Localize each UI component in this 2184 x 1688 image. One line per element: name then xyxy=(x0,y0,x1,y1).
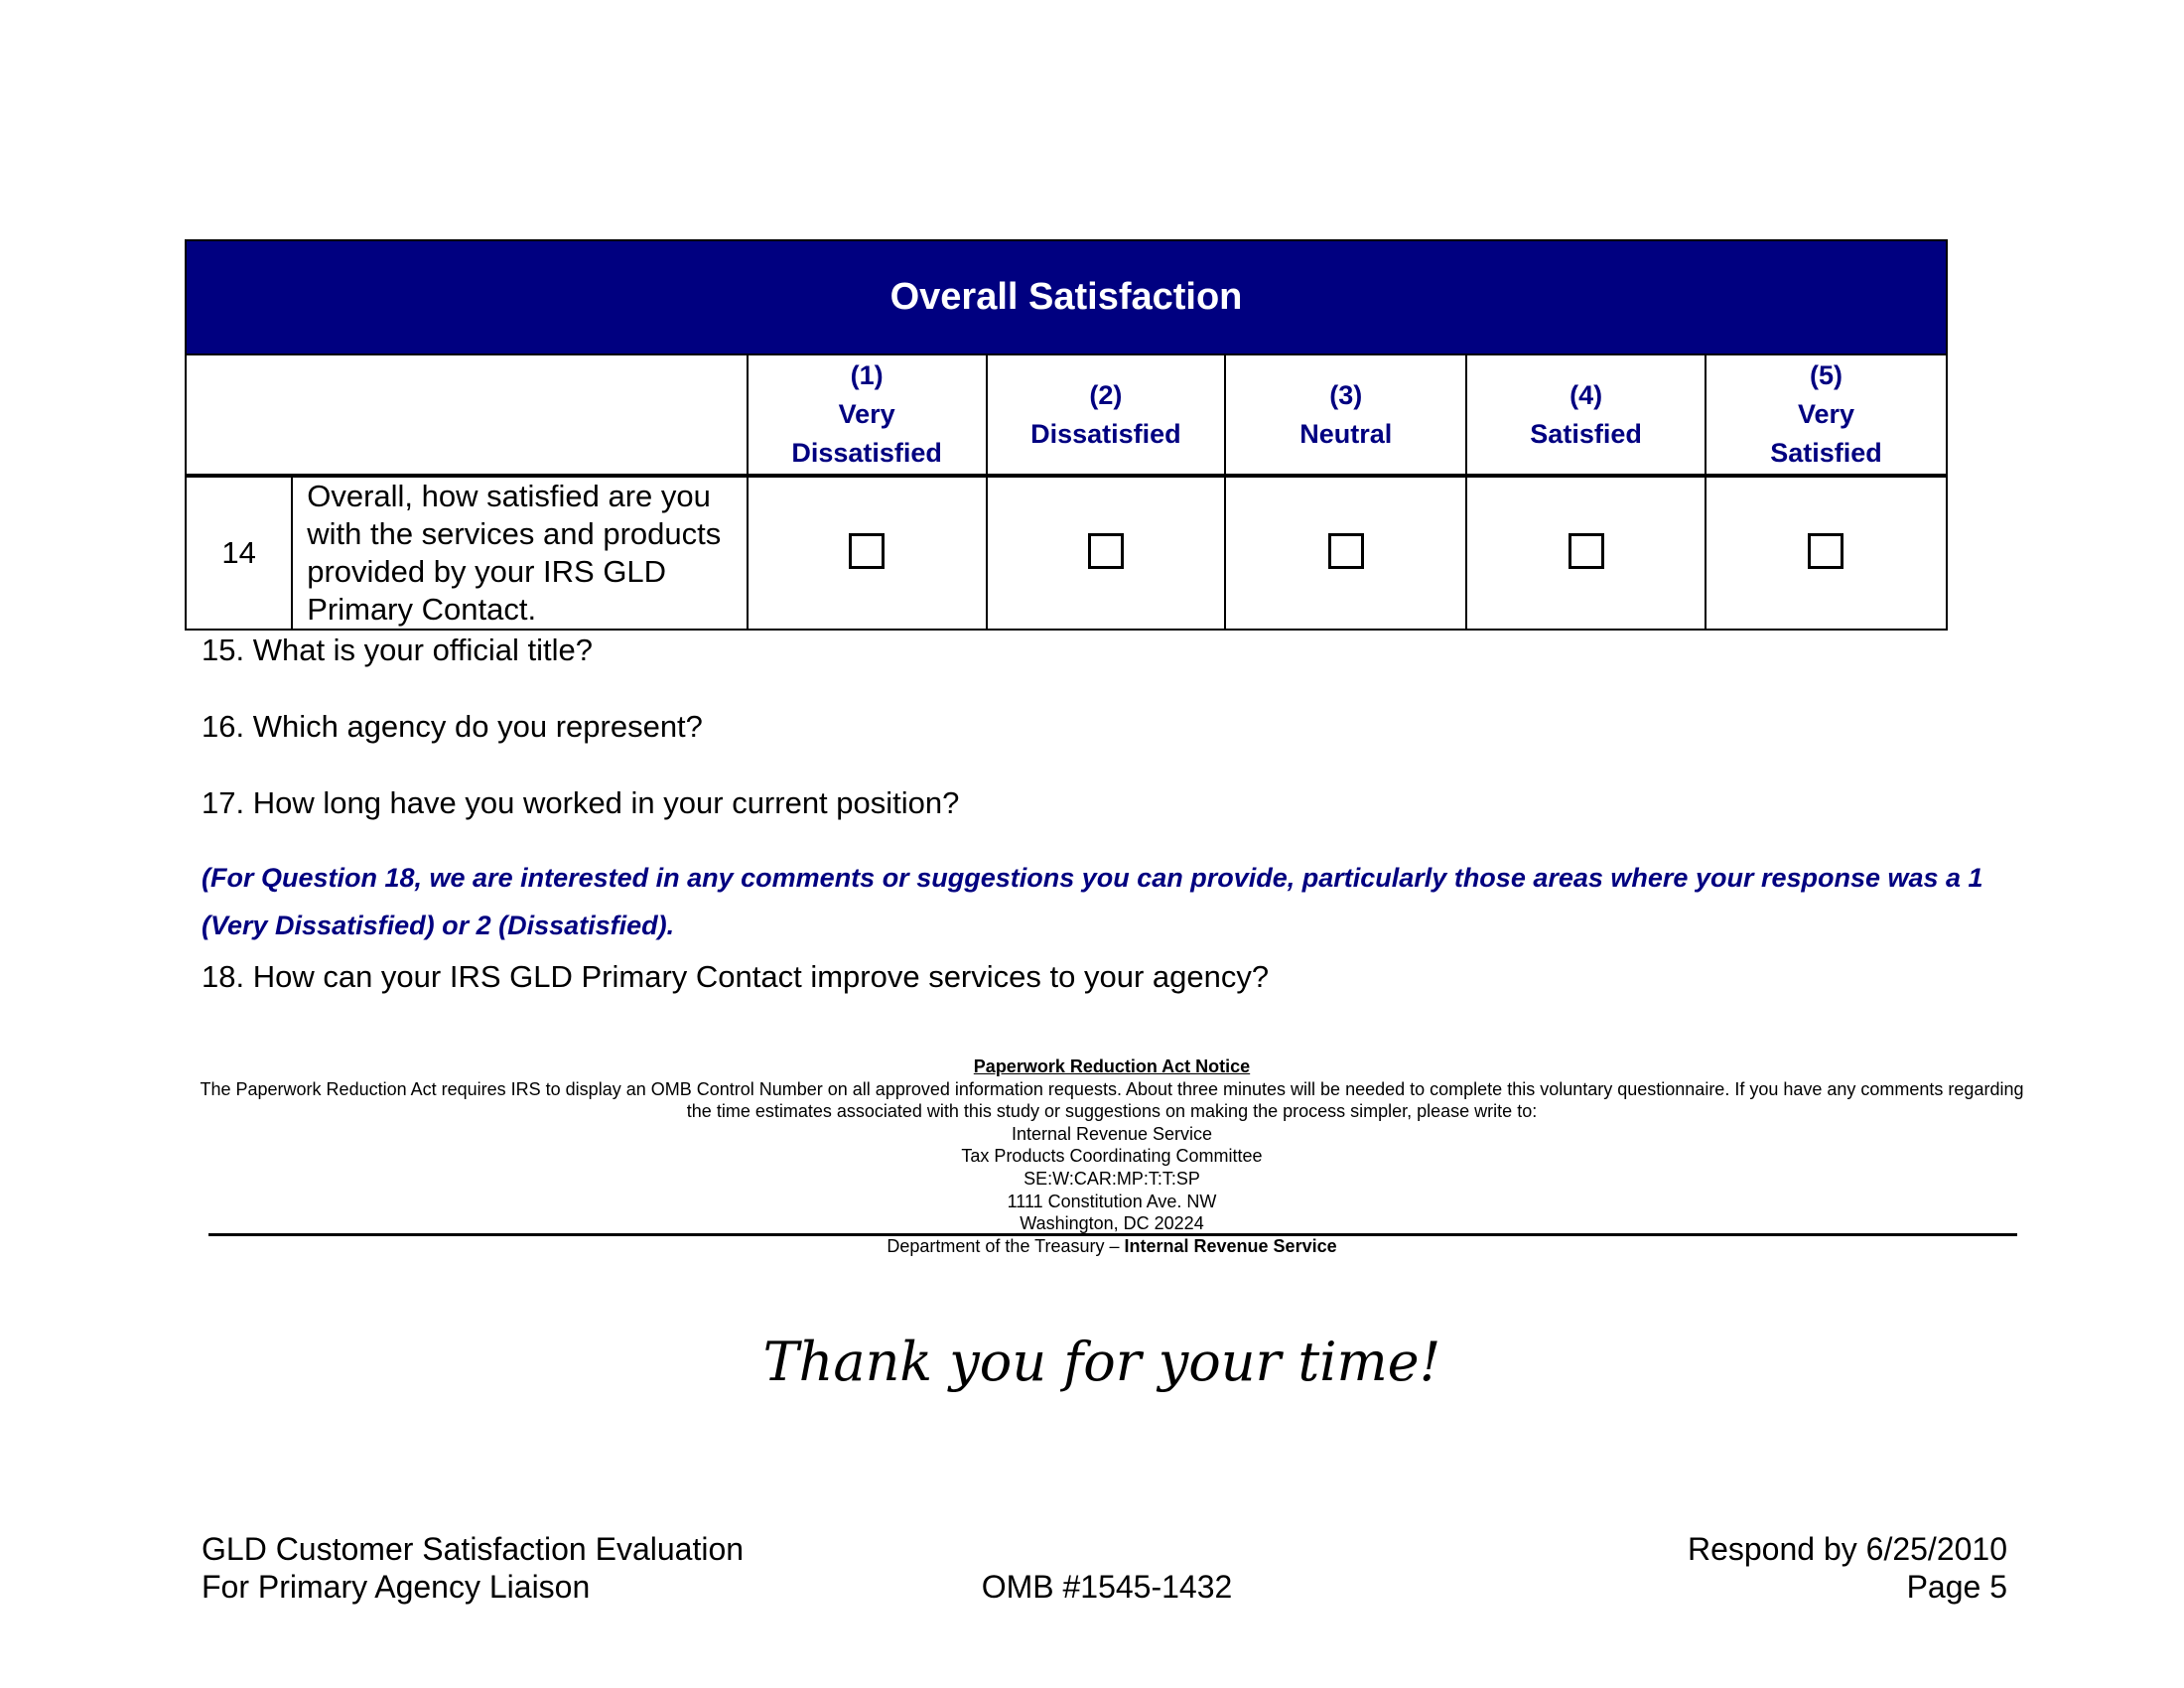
column-header-3: (3) Neutral xyxy=(1224,353,1468,477)
checkbox-neutral[interactable] xyxy=(1327,532,1364,569)
checkbox-satisfied[interactable] xyxy=(1568,532,1604,569)
table-row: 14 Overall, how satisfied are you with t… xyxy=(184,474,1949,631)
address-line: 1111 Constitution Ave. NW xyxy=(1007,1191,1217,1211)
checkbox-very-dissatisfied[interactable] xyxy=(849,532,886,569)
notice-title: Paperwork Reduction Act Notice xyxy=(973,1056,1251,1076)
checkbox-dissatisfied[interactable] xyxy=(1087,532,1124,569)
question-18: 18. How can your IRS GLD Primary Contact… xyxy=(202,959,1270,994)
address-line: Internal Revenue Service xyxy=(1011,1123,1213,1144)
department-line: Department of the Treasury – Internal Re… xyxy=(887,1236,1337,1256)
footer-right: Respond by 6/25/2010 Page 5 xyxy=(1687,1531,2007,1605)
question-16: 16. Which agency do you represent? xyxy=(202,709,703,744)
paperwork-notice: Paperwork Reduction Act Notice The Paper… xyxy=(199,1055,2025,1235)
thank-you-message: Thank you for your time! xyxy=(762,1331,1441,1393)
question-17: 17. How long have you worked in your cur… xyxy=(202,785,960,820)
divider xyxy=(208,1233,2017,1236)
checkbox-very-satisfied[interactable] xyxy=(1808,532,1844,569)
column-header-1: (1) Very Dissatisfied xyxy=(746,353,988,477)
question-text: Overall, how satisfied are you with the … xyxy=(291,474,749,631)
question-number: 14 xyxy=(184,474,294,631)
column-header-2: (2) Dissatisfied xyxy=(985,353,1227,477)
question-18-note: (For Question 18, we are interested in a… xyxy=(202,863,1983,940)
blank-header xyxy=(185,353,749,477)
footer-left: GLD Customer Satisfaction Evaluation For … xyxy=(202,1531,745,1605)
footer-omb: OMB #1545-1432 xyxy=(981,1569,1233,1605)
address-line: Washington, DC 20224 xyxy=(1020,1213,1204,1234)
question-15: 15. What is your official title? xyxy=(202,633,593,667)
table-title: Overall Satisfaction xyxy=(185,239,1948,355)
address-line: SE:W:CAR:MP:T:T:SP xyxy=(1024,1168,1200,1189)
column-header-4: (4) Satisfied xyxy=(1465,353,1706,477)
notice-body: The Paperwork Reduction Act requires IRS… xyxy=(200,1078,2024,1122)
overall-satisfaction-table: Overall Satisfaction (1) Very Dissatisfied… xyxy=(184,239,1949,631)
column-header-5: (5) Very Satisfied xyxy=(1704,353,1949,477)
address-line: Tax Products Coordinating Committee xyxy=(961,1146,1263,1167)
